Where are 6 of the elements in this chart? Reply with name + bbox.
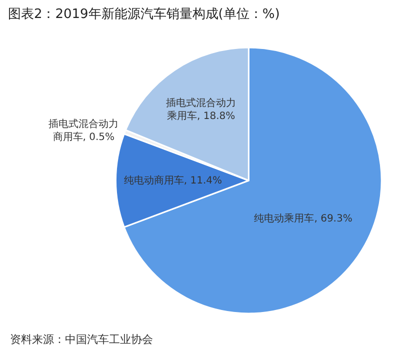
slice-label: 插电式混合动力乘用车, 18.8% <box>166 97 236 122</box>
slice-label: 纯电动商用车, 11.4% <box>124 174 222 186</box>
text: 资料来源：中国汽车工业协会 <box>10 333 153 346</box>
slice-label: 插电式混合动力商用车, 0.5% <box>48 118 119 143</box>
chart-title: 图表2：2019年新能源汽车销量构成(单位：%) <box>8 7 280 22</box>
slice-label: 纯电动乘用车, 69.3% <box>254 212 352 224</box>
